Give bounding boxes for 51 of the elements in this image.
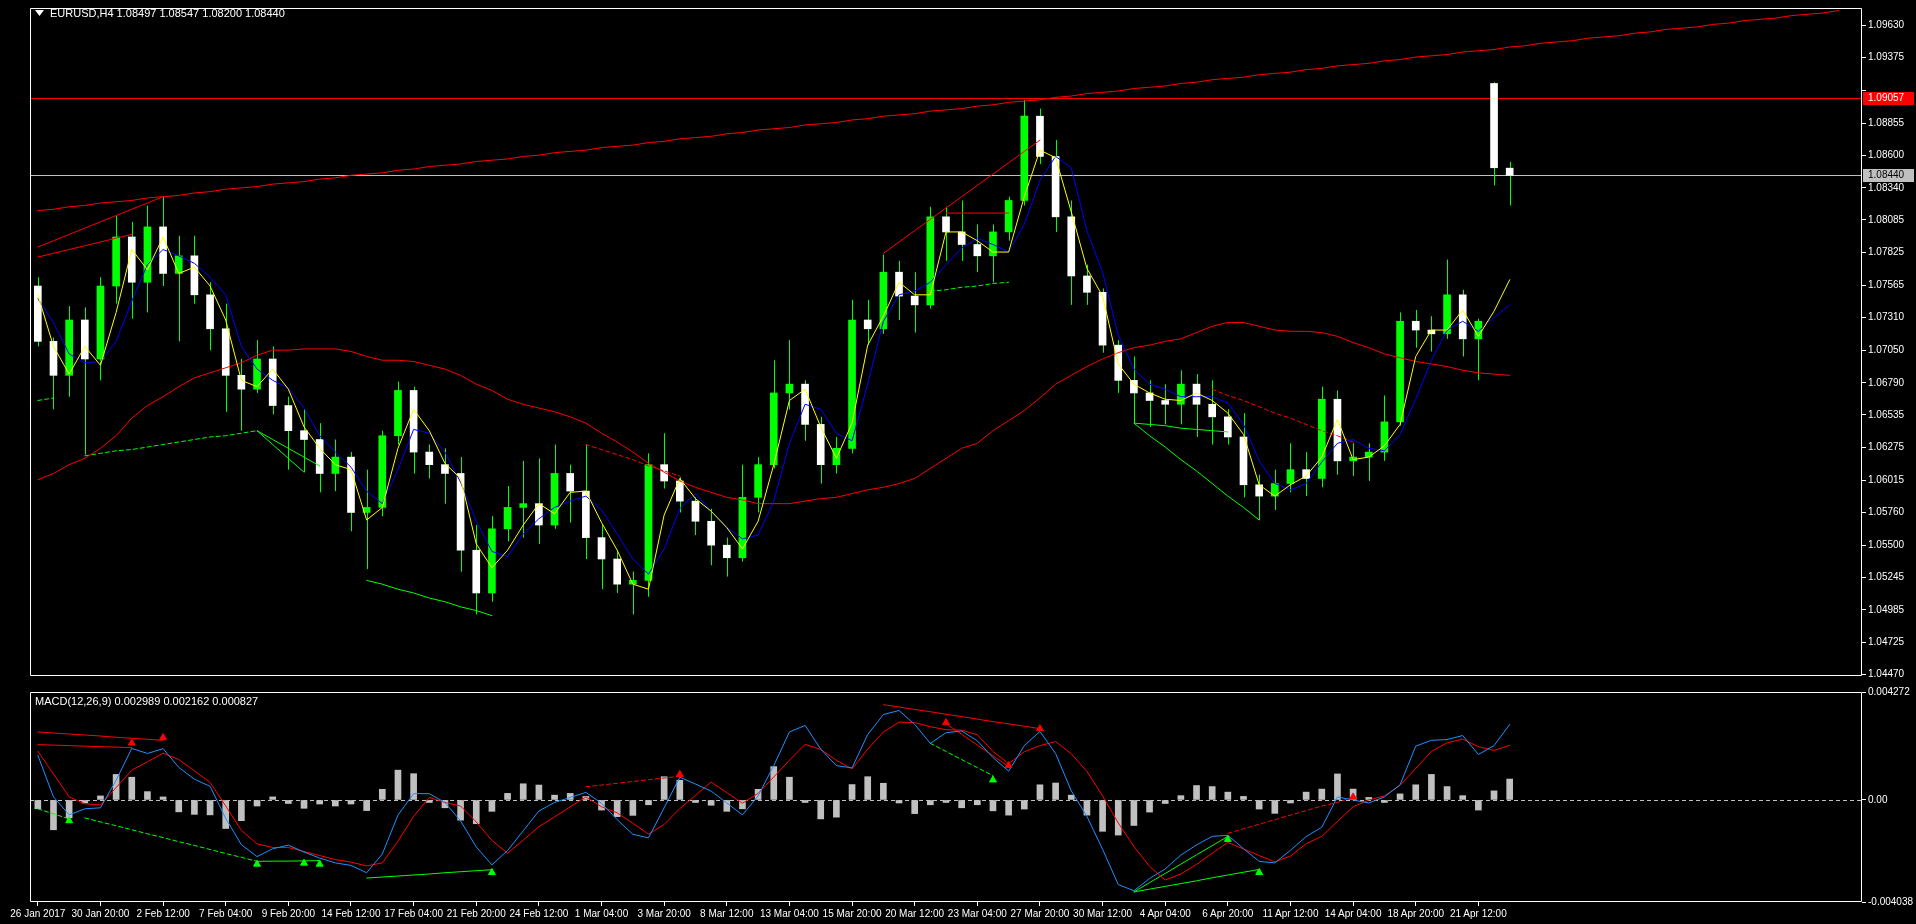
y-tick-label: 1.04725 [1868, 636, 1905, 648]
x-tick-label: 30 Jan 20:00 [71, 907, 130, 919]
x-tick-label: 27 Mar 20:00 [1010, 907, 1070, 919]
x-tick-label: 21 Feb 20:00 [446, 907, 507, 919]
x-tick-label: 18 Apr 20:00 [1387, 907, 1445, 919]
x-tick-label: 6 Apr 20:00 [1202, 907, 1254, 919]
y-tick-label: 1.07565 [1868, 279, 1905, 291]
y-tick-label: 1.06275 [1868, 441, 1905, 453]
ref-line-label: 1.08440 [1868, 169, 1905, 181]
x-tick-label: 15 Mar 20:00 [822, 907, 882, 919]
x-tick-label: 17 Feb 04:00 [384, 907, 444, 919]
y-tick-label: 1.08340 [1868, 181, 1905, 193]
chart-title: MACD(12,26,9) 0.002989 0.002162 0.000827 [35, 695, 259, 707]
y-tick-label: 1.09375 [1868, 51, 1905, 63]
x-tick-label: 13 Mar 04:00 [759, 907, 820, 919]
x-tick-label: 9 Feb 20:00 [261, 907, 316, 919]
x-tick-label: 4 Apr 04:00 [1139, 907, 1192, 919]
x-tick-label: 7 Feb 04:00 [199, 907, 253, 919]
y-tick-label: 1.08855 [1868, 116, 1905, 128]
chart-title: EURUSD,H4 1.08497 1.08547 1.08200 1.08440 [50, 7, 285, 19]
x-tick-label: 1 Mar 04:00 [574, 907, 629, 919]
x-tick-label: 20 Mar 12:00 [885, 907, 945, 919]
y-tick-label: 1.07310 [1868, 311, 1905, 323]
y-tick-label: 1.05245 [1868, 571, 1905, 582]
y-tick-label: 1.05760 [1868, 506, 1905, 518]
y-tick-label: 1.07825 [1868, 246, 1905, 258]
y-tick-label: 0.004272 [1868, 685, 1911, 697]
x-tick-label: 3 Mar 20:00 [637, 907, 692, 919]
x-tick-label: 14 Apr 04:00 [1324, 907, 1382, 919]
x-tick-label: 14 Feb 12:00 [321, 907, 381, 919]
y-tick-label: 1.09630 [1868, 19, 1905, 31]
y-tick-label: 0.00 [1868, 793, 1888, 805]
y-tick-label: 1.08085 [1868, 213, 1905, 225]
y-tick-label: 1.07050 [1868, 343, 1905, 355]
x-tick-label: 24 Feb 12:00 [509, 907, 569, 919]
y-tick-label: -0.004038 [1868, 895, 1914, 907]
y-tick-label: 1.06535 [1868, 408, 1905, 420]
x-tick-label: 30 Mar 12:00 [1073, 907, 1133, 919]
y-tick-label: 1.04470 [1868, 668, 1905, 680]
ref-line-label: 1.09057 [1868, 92, 1905, 104]
y-tick-label: 1.06790 [1868, 376, 1905, 388]
y-tick-label: 1.08600 [1868, 148, 1905, 160]
y-tick-label: 1.06015 [1868, 474, 1905, 486]
y-tick-label: 1.04985 [1868, 603, 1905, 615]
x-tick-label: 26 Jan 2017 [10, 907, 66, 919]
y-tick-label: 1.05500 [1868, 538, 1905, 550]
x-tick-label: 11 Apr 12:00 [1262, 907, 1319, 919]
x-tick-label: 23 Mar 04:00 [947, 907, 1008, 919]
x-tick-label: 21 Apr 12:00 [1450, 907, 1508, 919]
x-tick-label: 8 Mar 12:00 [700, 907, 754, 919]
x-tick-label: 2 Feb 12:00 [136, 907, 191, 919]
